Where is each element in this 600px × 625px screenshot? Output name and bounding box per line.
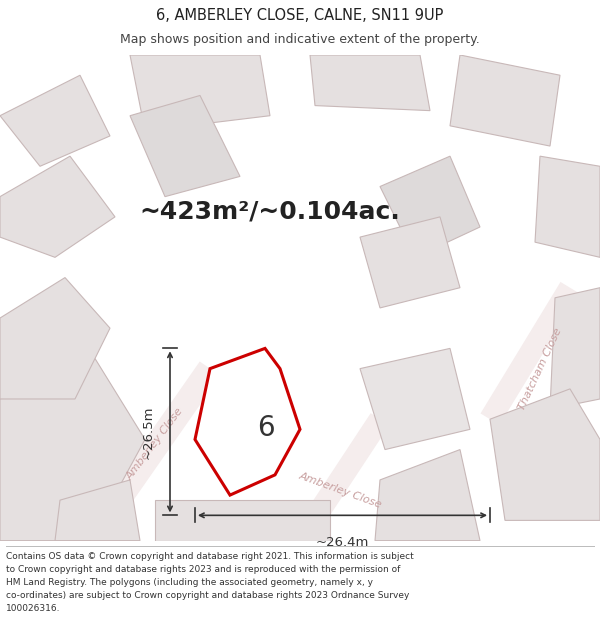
Text: ~26.5m: ~26.5m bbox=[142, 405, 155, 459]
Polygon shape bbox=[380, 156, 480, 258]
Polygon shape bbox=[55, 480, 140, 541]
Polygon shape bbox=[0, 156, 115, 258]
Text: ~26.4m: ~26.4m bbox=[316, 536, 369, 549]
Text: Amberley Close: Amberley Close bbox=[297, 471, 383, 510]
Text: Map shows position and indicative extent of the property.: Map shows position and indicative extent… bbox=[120, 33, 480, 46]
Polygon shape bbox=[450, 55, 560, 146]
Text: to Crown copyright and database rights 2023 and is reproduced with the permissio: to Crown copyright and database rights 2… bbox=[6, 564, 400, 574]
Polygon shape bbox=[0, 75, 110, 166]
Text: Thatcham Close: Thatcham Close bbox=[517, 326, 563, 411]
Text: co-ordinates) are subject to Crown copyright and database rights 2023 Ordnance S: co-ordinates) are subject to Crown copyr… bbox=[6, 591, 409, 600]
Polygon shape bbox=[0, 278, 110, 399]
Polygon shape bbox=[195, 348, 300, 495]
Text: 6, AMBERLEY CLOSE, CALNE, SN11 9UP: 6, AMBERLEY CLOSE, CALNE, SN11 9UP bbox=[157, 8, 443, 23]
Polygon shape bbox=[310, 55, 430, 111]
Polygon shape bbox=[130, 96, 240, 197]
Text: Contains OS data © Crown copyright and database right 2021. This information is : Contains OS data © Crown copyright and d… bbox=[6, 552, 414, 561]
Polygon shape bbox=[490, 389, 600, 521]
Text: 100026316.: 100026316. bbox=[6, 604, 61, 613]
Text: HM Land Registry. The polygons (including the associated geometry, namely x, y: HM Land Registry. The polygons (includin… bbox=[6, 578, 373, 587]
Polygon shape bbox=[130, 55, 270, 131]
Polygon shape bbox=[360, 217, 460, 308]
Polygon shape bbox=[535, 156, 600, 258]
Polygon shape bbox=[375, 449, 480, 541]
Polygon shape bbox=[360, 348, 470, 449]
Polygon shape bbox=[0, 359, 145, 541]
Text: 6: 6 bbox=[257, 414, 275, 442]
Polygon shape bbox=[550, 288, 600, 409]
Text: Amberley Close: Amberley Close bbox=[125, 406, 185, 482]
Polygon shape bbox=[155, 500, 330, 541]
Text: ~423m²/~0.104ac.: ~423m²/~0.104ac. bbox=[140, 200, 400, 224]
